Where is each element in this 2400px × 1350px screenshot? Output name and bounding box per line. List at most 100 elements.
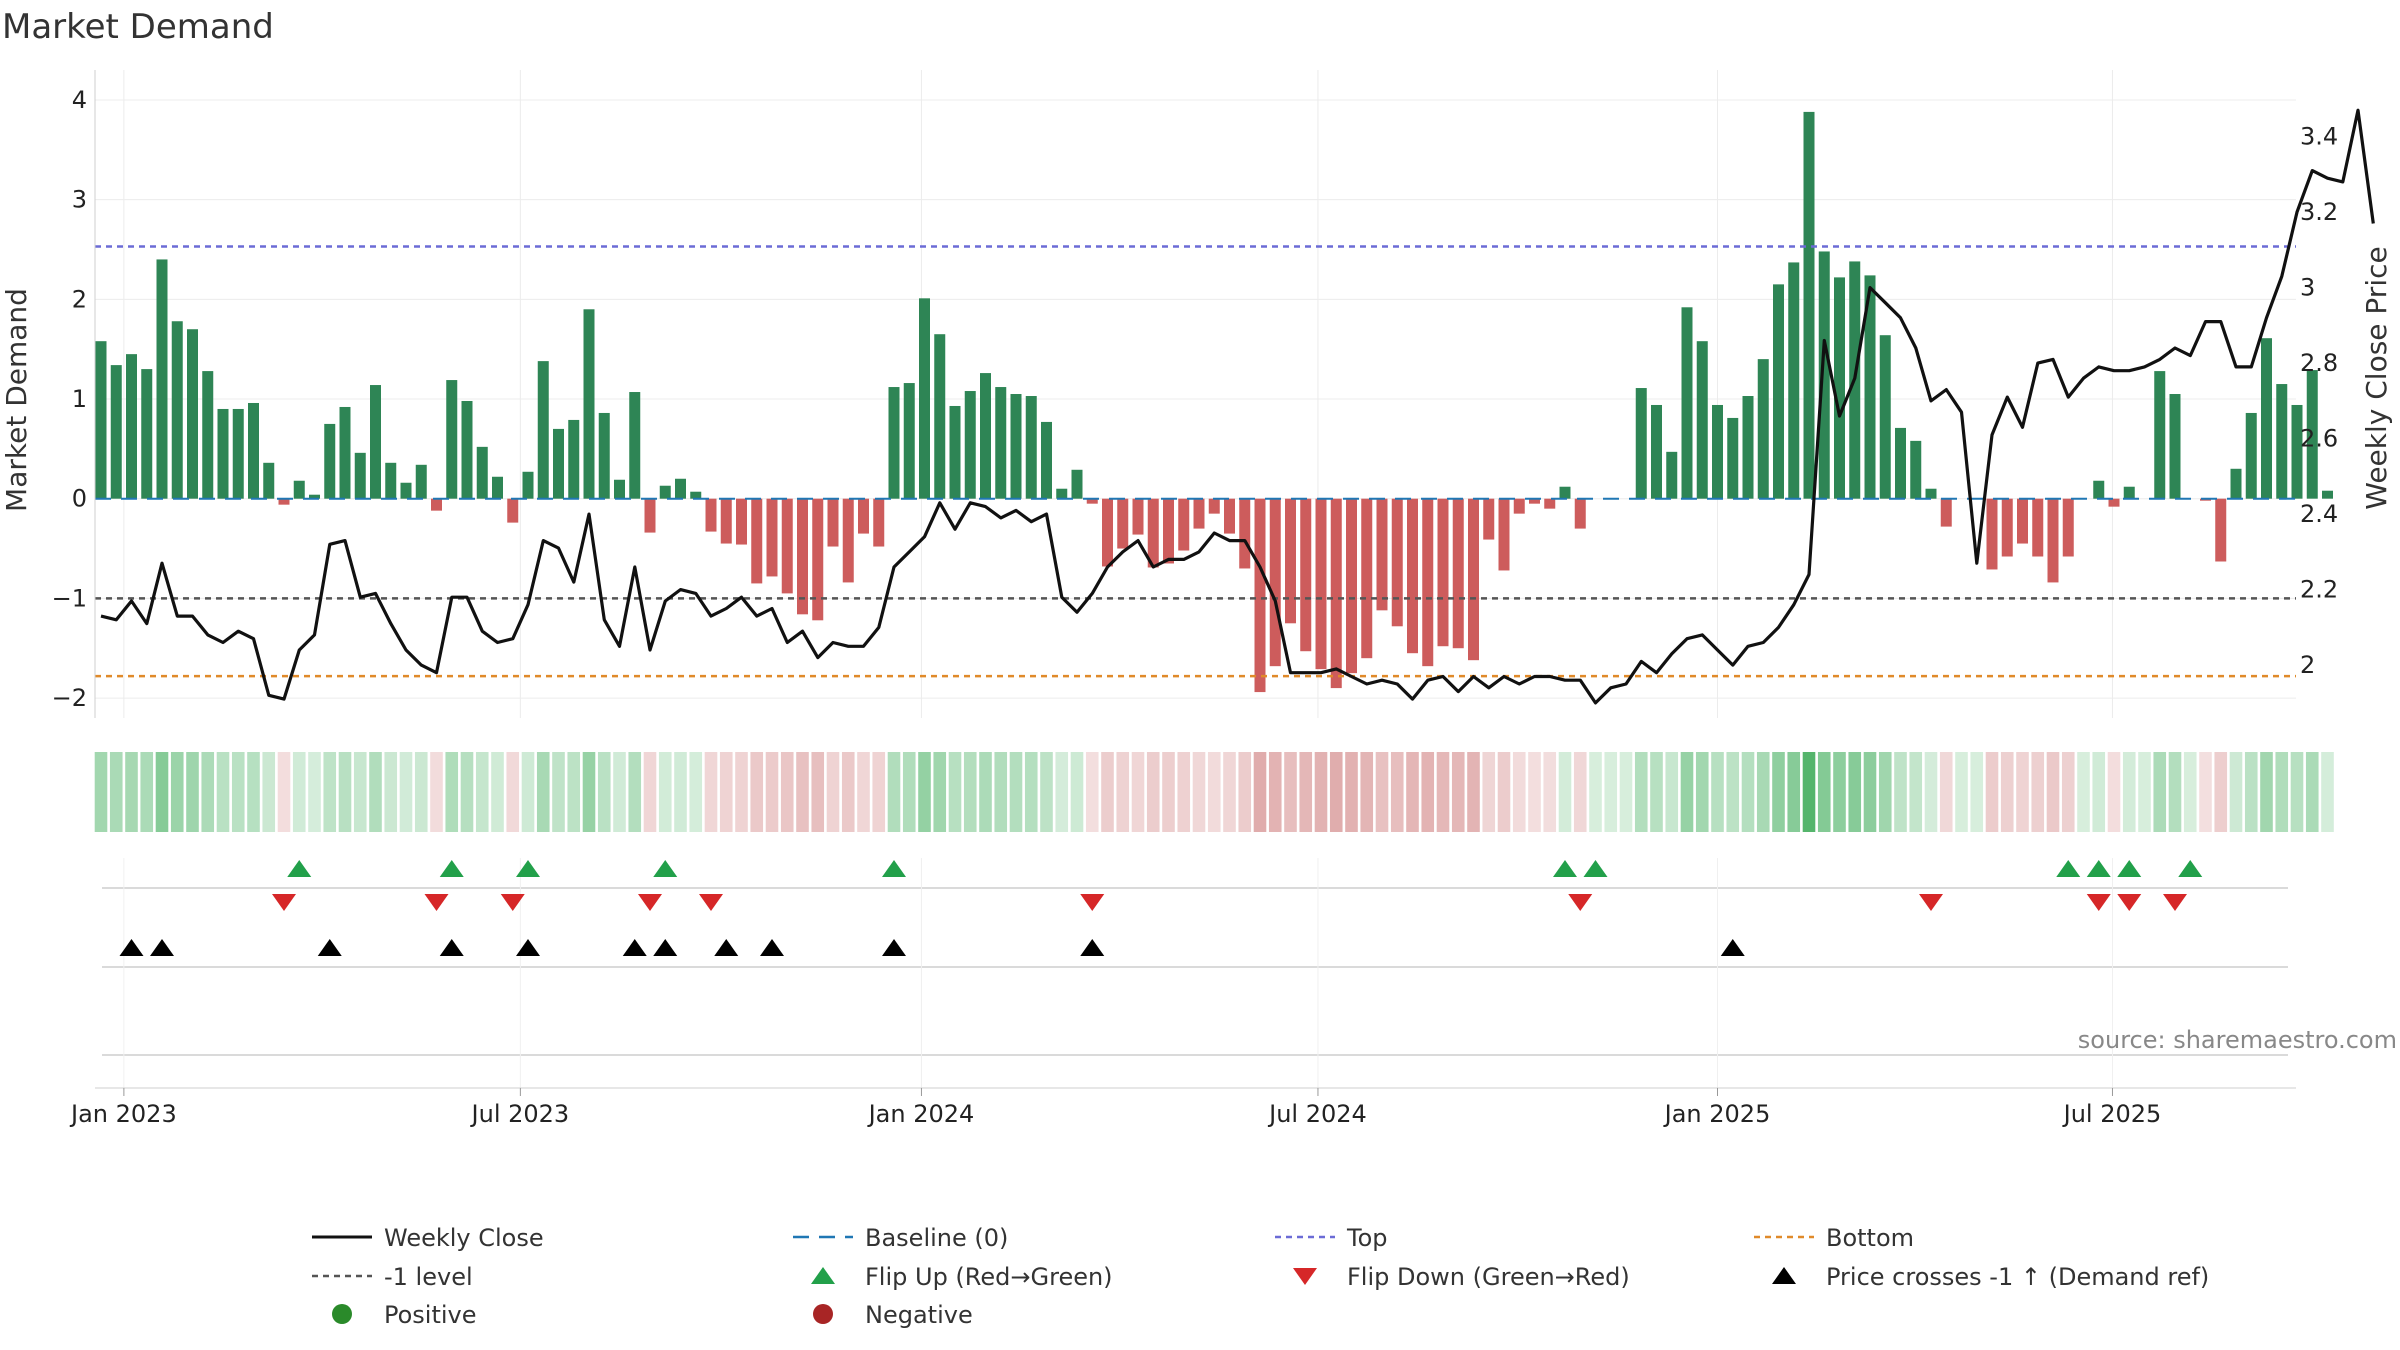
- demand-bar: [827, 498, 839, 547]
- x-tick-label: Jul 2024: [1267, 1100, 1367, 1128]
- heat-cell: [1162, 752, 1175, 832]
- demand-bar: [126, 354, 137, 499]
- demand-bar: [1330, 498, 1342, 689]
- demand-bar: [1712, 404, 1723, 499]
- heat-cell: [887, 752, 901, 832]
- heat-cell: [1970, 752, 1984, 832]
- demand-bar: [1559, 486, 1571, 499]
- heat-cell: [1924, 752, 1938, 832]
- demand-bar: [1834, 277, 1845, 499]
- flip-up-marker: [1553, 860, 1577, 877]
- flip-up-marker: [2117, 860, 2142, 877]
- heat-cell: [719, 752, 733, 832]
- heat-cell: [1817, 752, 1831, 832]
- demand-bar: [1666, 451, 1678, 499]
- heat-cell: [1756, 752, 1770, 832]
- demand-bar: [629, 392, 641, 499]
- demand-bar: [614, 479, 625, 499]
- demand-bar: [2017, 498, 2028, 544]
- heat-cell: [2122, 752, 2136, 832]
- price-cross-marker: [150, 939, 174, 956]
- heat-cell: [2107, 752, 2121, 832]
- flip-down-marker: [2086, 894, 2111, 911]
- demand-bar: [1117, 498, 1129, 549]
- demand-bar: [1742, 396, 1754, 499]
- heat-cell: [1772, 752, 1785, 832]
- demand-bar: [1468, 498, 1479, 661]
- heat-cell: [1085, 752, 1099, 832]
- axes: −2 −1 0 1 2 3 4 2 2.2 2.4 2.6 2.8 3 3.2 3.4: [52, 70, 2338, 718]
- demand-bar: [2154, 371, 2166, 499]
- legend-item: -1 level: [312, 1263, 473, 1291]
- heat-cell: [323, 752, 337, 832]
- heat-cell: [1589, 752, 1602, 832]
- price-line-layer: [100, 108, 2375, 705]
- heat-cell: [780, 752, 794, 832]
- heat-cell: [1695, 752, 1709, 832]
- heat-cell: [872, 752, 886, 832]
- demand-bar: [1727, 417, 1739, 499]
- demand-bar: [888, 387, 900, 499]
- demand-bar: [919, 298, 930, 499]
- legend-label: Positive: [384, 1301, 477, 1329]
- demand-bar: [1361, 498, 1373, 659]
- demand-bar: [232, 408, 244, 499]
- heat-cell: [491, 752, 504, 832]
- heat-cell: [841, 752, 855, 832]
- demand-bar: [1041, 421, 1052, 499]
- demand-bar: [1773, 284, 1784, 499]
- demand-bar: [659, 485, 671, 499]
- demand-bar: [415, 464, 427, 499]
- heat-cell: [613, 752, 626, 832]
- heat-cell: [826, 752, 840, 832]
- demand-bar: [675, 478, 686, 499]
- demand-bar: [2215, 498, 2227, 562]
- heat-cell: [1207, 752, 1221, 832]
- y-tick-label-right: 3.2: [2300, 198, 2338, 226]
- heat-cell: [1146, 752, 1160, 832]
- demand-bar: [1102, 498, 1113, 567]
- heat-cell: [1238, 752, 1252, 832]
- y-tick-label-left: 1: [72, 385, 87, 413]
- demand-bar: [1300, 498, 1312, 652]
- heat-cell: [689, 752, 703, 832]
- demand-bar: [278, 498, 290, 505]
- heat-cell: [1131, 752, 1145, 832]
- heat-cell: [445, 752, 459, 832]
- flip-down-marker: [1568, 894, 1593, 911]
- heat-cell: [1268, 752, 1282, 832]
- demand-bar: [1788, 262, 1800, 499]
- heat-cell: [979, 752, 992, 832]
- heat-cell: [1726, 752, 1740, 832]
- demand-bar: [1910, 440, 1922, 499]
- heat-cell: [2275, 752, 2289, 832]
- heat-cell: [2214, 752, 2228, 832]
- x-tick-label: Jul 2025: [2062, 1100, 2162, 1128]
- demand-bar: [751, 498, 763, 584]
- heat-cell: [582, 752, 596, 832]
- heat-cell: [1909, 752, 1923, 832]
- demand-bar: [1285, 498, 1296, 624]
- heat-cell: [2244, 752, 2258, 832]
- demand-bar: [1651, 404, 1662, 499]
- x-tick-label: Jul 2023: [470, 1100, 570, 1128]
- demand-heat-strip: [94, 752, 2334, 832]
- demand-bar: [2306, 370, 2318, 499]
- heat-cell: [521, 752, 535, 832]
- heat-cell: [1802, 752, 1816, 832]
- chart-title: Market Demand: [2, 7, 274, 47]
- demand-bar: [1208, 498, 1220, 514]
- heat-cell: [597, 752, 611, 832]
- demand-bar: [1818, 251, 1830, 499]
- heat-cell: [1451, 752, 1465, 832]
- heat-cell: [2061, 752, 2075, 832]
- demand-bar: [1895, 427, 1906, 499]
- heat-cell: [1299, 752, 1313, 832]
- heat-cell: [735, 752, 748, 832]
- demand-bar: [705, 498, 717, 532]
- heat-cell: [552, 752, 565, 832]
- price-cross-marker: [317, 939, 342, 956]
- demand-bar: [1513, 498, 1525, 514]
- heat-cell: [1314, 752, 1328, 832]
- price-cross-marker: [622, 939, 647, 956]
